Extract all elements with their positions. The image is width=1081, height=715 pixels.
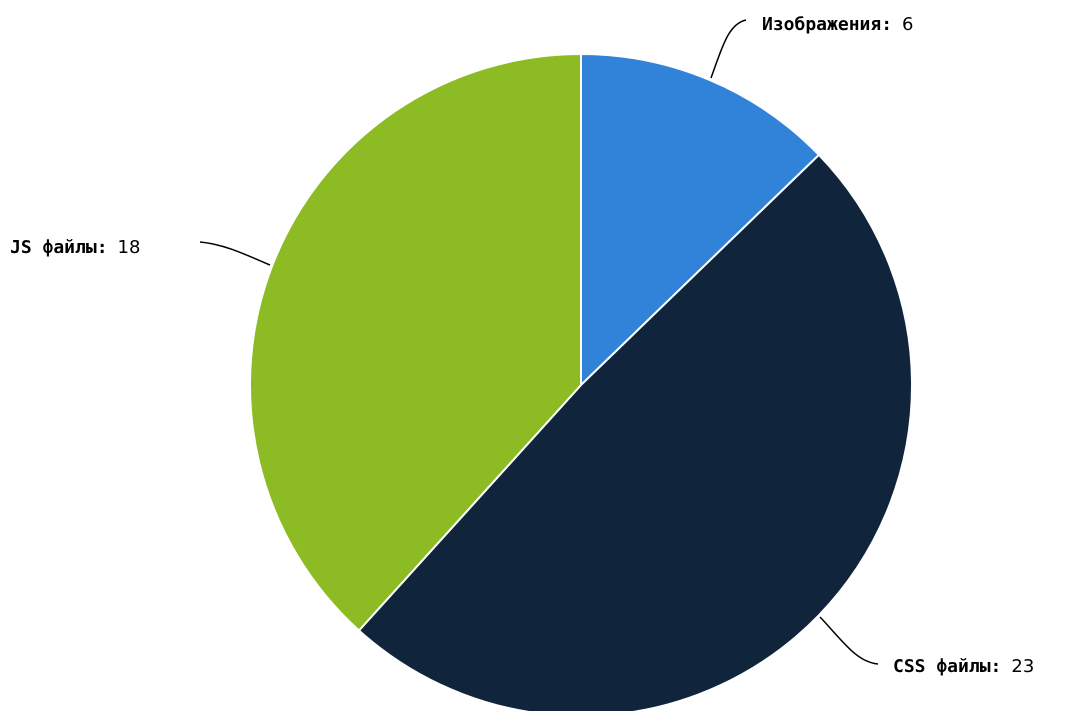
pie-slice-2: [249, 52, 582, 632]
pie-slice-1: [357, 153, 914, 715]
slice-label-value-2: 18: [118, 237, 141, 258]
label-connector-2: [199, 241, 271, 266]
slice-label-name-1: CSS файлы:: [893, 656, 1001, 677]
slices-layer: [249, 52, 914, 715]
labels-layer: Изображения: 6 CSS файлы: 23 JS файлы: 18: [10, 14, 1034, 677]
slice-label-value-0: 6: [902, 14, 913, 35]
label-connector-0: [710, 19, 747, 79]
slice-label-2: JS файлы: 18: [10, 237, 140, 258]
slice-label-0: Изображения: 6: [762, 14, 914, 35]
slice-label-value-1: 23: [1011, 656, 1034, 677]
label-connector-1: [819, 616, 879, 665]
pie-slice-0: [580, 52, 821, 388]
slice-label-name-2: JS файлы:: [10, 237, 108, 258]
slice-label-name-0: Изображения:: [762, 14, 892, 35]
slice-label-1: CSS файлы: 23: [893, 656, 1034, 677]
